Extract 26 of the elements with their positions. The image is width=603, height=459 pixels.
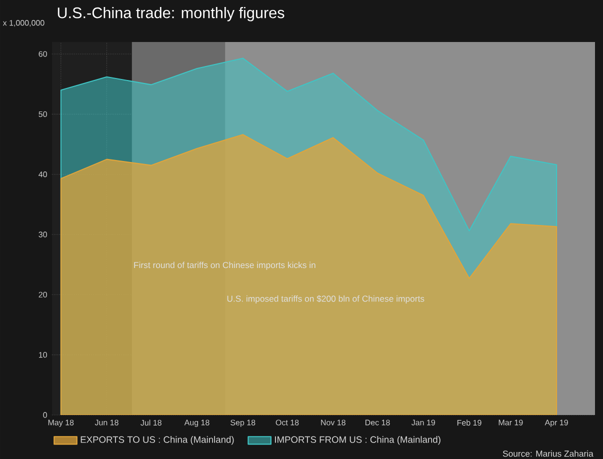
- y-tick-label: 0: [43, 412, 47, 418]
- x-tick-label: Jul 18: [140, 420, 162, 426]
- x-tick-label: Jan 19: [411, 420, 436, 426]
- y-tick-label: 60: [38, 51, 47, 57]
- legend-label: IMPORTS FROM US : China (Mainland): [275, 436, 440, 445]
- chart-title: U.S.-China trade: monthly figures: [58, 7, 284, 22]
- x-tick-label: May 18: [48, 420, 74, 427]
- y-axis-title: x 1,000,000: [2, 20, 44, 27]
- source-note: Source: Marius Zaharia: [502, 450, 594, 457]
- x-tick-label: Oct 18: [276, 420, 299, 426]
- legend-label: EXPORTS TO US : China (Mainland): [80, 436, 234, 445]
- x-tick-label: Mar 19: [498, 420, 523, 426]
- y-tick-label: 20: [38, 292, 47, 298]
- x-tick-label: Feb 19: [457, 420, 482, 426]
- band-label: First round of tariffs on Chinese imports kicks in: [134, 262, 316, 270]
- x-tick-label: Sep 18: [230, 420, 256, 427]
- x-tick-label: Apr 19: [544, 420, 568, 427]
- x-tick-label: Aug 18: [184, 420, 210, 427]
- band-label: U.S. imposed tariffs on $200 bln of Chinese imports: [227, 295, 424, 304]
- x-tick-label: Dec 18: [365, 420, 390, 426]
- y-tick-label: 50: [38, 111, 47, 118]
- y-tick-label: 40: [38, 172, 47, 178]
- x-tick-label: Jun 18: [94, 420, 118, 426]
- y-tick-label: 10: [39, 352, 47, 358]
- y-tick-label: 30: [38, 232, 47, 238]
- x-tick-label: Nov 18: [321, 420, 346, 426]
